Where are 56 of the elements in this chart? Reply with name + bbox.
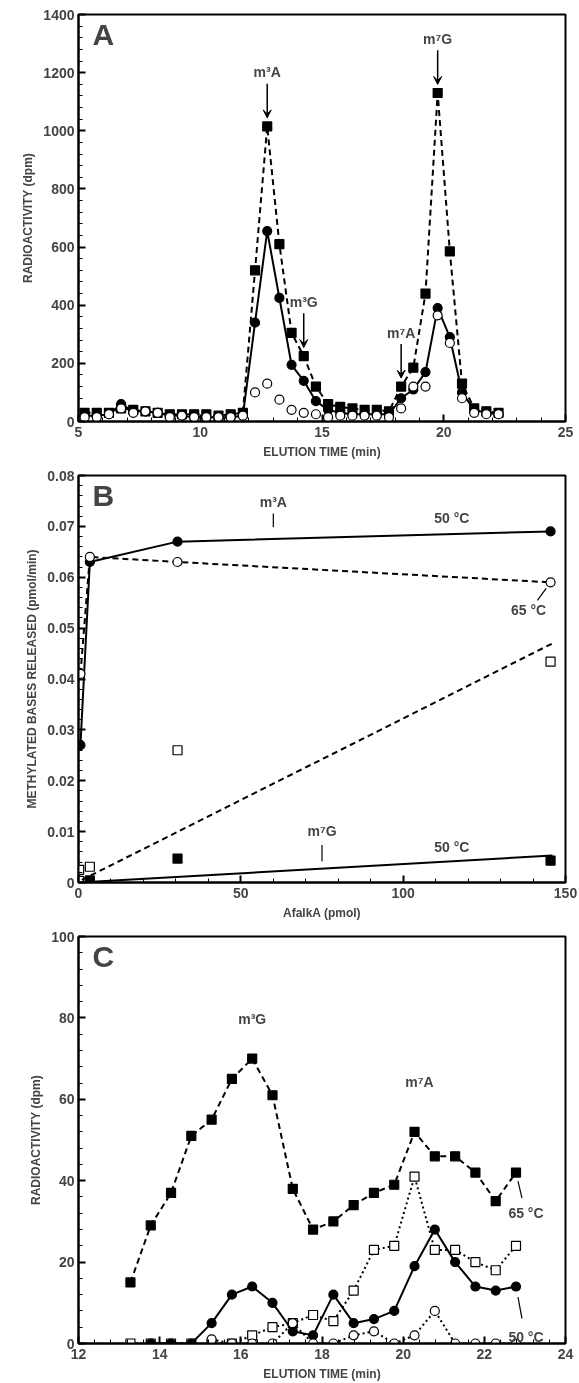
annotation: 65 °C	[508, 1204, 544, 1221]
y-axis-title: METHYLATED BASES RELEASED (pmol/min)	[25, 549, 40, 809]
annotation: m³G	[238, 1010, 267, 1027]
y-axis-title: RADIOACTIVITY (dpm)	[29, 1075, 44, 1205]
x-tick-label: 50	[233, 884, 249, 901]
x-axis-title: ELUTION TIME (min)	[263, 1366, 381, 1381]
y-tick-label: 60	[58, 1091, 75, 1108]
y-tick-label: 0.08	[47, 467, 75, 484]
annotation: m⁷G	[307, 823, 337, 840]
x-tick-label: 25	[557, 423, 574, 440]
annotation: m⁷A	[386, 324, 416, 341]
y-tick-label: 0.02	[47, 772, 75, 789]
x-tick-label: 10	[192, 423, 209, 440]
x-tick-label: 16	[233, 1345, 249, 1362]
annotation: A	[92, 17, 115, 51]
annotation: 50 °C	[434, 510, 470, 527]
y-tick-label: 600	[51, 239, 75, 256]
x-tick-label: 20	[395, 1345, 412, 1362]
y-tick-label: 200	[51, 355, 75, 372]
y-tick-label: 20	[58, 1254, 75, 1271]
x-tick-label: 22	[476, 1345, 493, 1362]
y-axis-title: RADIOACTIVITY (dpm)	[21, 153, 36, 283]
annotation: B	[92, 478, 115, 512]
y-tick-label: 0.05	[47, 620, 75, 637]
y-tick-label: 0.03	[47, 721, 75, 738]
x-tick-label: 20	[435, 423, 452, 440]
annotation: C	[92, 939, 115, 973]
y-tick-label: 400	[51, 297, 75, 314]
annotation: 50 °C	[434, 839, 470, 856]
annotation: m³A	[259, 494, 287, 511]
x-tick-label: 18	[314, 1345, 330, 1362]
y-tick-label: 40	[58, 1172, 75, 1189]
x-tick-label: 24	[557, 1345, 574, 1362]
x-tick-label: 5	[74, 423, 83, 440]
y-tick-label: 100	[51, 928, 75, 945]
y-tick-label: 1200	[43, 64, 75, 81]
annotation: 65 °C	[510, 602, 547, 619]
x-axis-title: ELUTION TIME (min)	[263, 444, 381, 459]
y-tick-label: 0.04	[47, 671, 75, 687]
y-tick-label: 0.01	[47, 823, 75, 840]
y-tick-label: 1400	[43, 6, 75, 23]
x-axis-title: AfalkA (pmol)	[283, 905, 361, 920]
annotation: m⁷A	[405, 1073, 434, 1090]
annotation: 50 °C	[508, 1328, 544, 1345]
x-tick-label: 100	[391, 884, 416, 901]
y-tick-label: 1000	[43, 122, 75, 139]
annotation: m³G	[289, 294, 318, 311]
x-tick-label: 15	[314, 423, 330, 440]
annotation: m⁷G	[423, 31, 453, 48]
y-tick-label: 800	[51, 180, 75, 197]
y-tick-label: 0.06	[47, 569, 75, 586]
y-tick-label: 0.07	[47, 518, 75, 535]
annotation: m³A	[253, 64, 281, 81]
y-tick-label: 80	[58, 1009, 75, 1026]
x-tick-label: 14	[151, 1345, 168, 1362]
x-tick-label: 150	[553, 884, 578, 901]
